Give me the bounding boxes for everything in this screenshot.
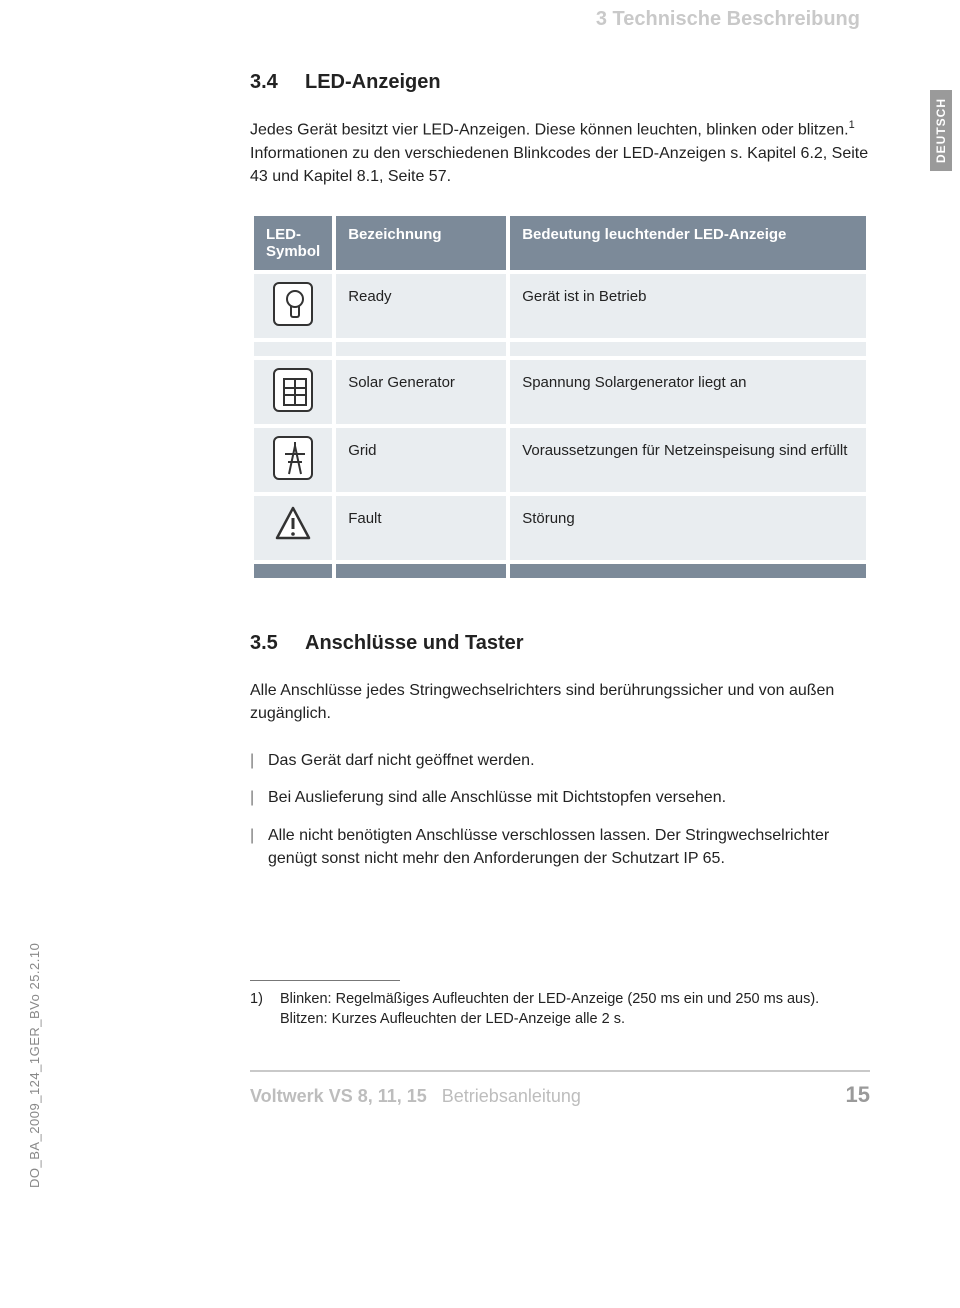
led-icon-fault [254,496,332,560]
bullet-marker: | [250,749,268,772]
led-label: Ready [336,274,506,338]
chapter-header: 3 Technische Beschreibung [100,0,870,31]
footnote-ref: 1 [849,119,855,131]
bullet-marker: | [250,786,268,809]
col-bedeutung: Bedeutung leuchtender LED-Anzeige [510,216,866,270]
bullet-item: |Bei Auslieferung sind alle Anschlüsse m… [250,786,870,809]
led-label: Solar Generator [336,360,506,424]
led-meaning: Spannung Solargenerator liegt an [510,360,866,424]
col-bezeichnung: Bezeichnung [336,216,506,270]
grid-tower-icon [273,436,313,480]
led-icon-ready [254,274,332,338]
bullet-marker: | [250,824,268,870]
footnote-rule [250,980,400,981]
intro-text-b: Informationen zu den verschiedenen Blink… [250,145,868,185]
bullet-text: Bei Auslieferung sind alle Anschlüsse mi… [268,786,726,809]
led-label: Fault [336,496,506,560]
footnote: 1) Blinken: Regelmäßiges Aufleuchten der… [250,989,870,1030]
bulb-icon [273,282,313,326]
bullet-text: Alle nicht benötigten Anschlüsse verschl… [268,824,870,870]
section-title: Anschlüsse und Taster [305,632,524,654]
col-led-symbol: LED-Symbol [254,216,332,270]
footnote-number: 1) [250,989,280,1030]
footer-doc-subtitle: Betriebsanleitung [442,1086,581,1106]
page-footer: Voltwerk VS 8, 11, 15 Betriebsanleitung … [250,1072,870,1108]
table-row: Solar Generator Spannung Solargenerator … [254,360,866,424]
led-table: LED-Symbol Bezeichnung Bedeutung leuchte… [250,212,870,582]
led-meaning: Gerät ist in Betrieb [510,274,866,338]
section-number: 3.4 [250,71,305,94]
led-icon-grid [254,428,332,492]
page-number: 15 [846,1082,870,1107]
intro-text-a: Jedes Gerät besitzt vier LED-Anzeigen. D… [250,121,849,138]
section-3-5-heading: 3.5Anschlüsse und Taster [250,632,870,655]
solar-panel-icon [273,368,313,412]
section-number: 3.5 [250,632,305,655]
led-icon-solar [254,360,332,424]
table-row: Ready Gerät ist in Betrieb [254,274,866,338]
spacer-row [254,342,866,356]
table-row: Fault Störung [254,496,866,560]
footnote-text: Blinken: Regelmäßiges Aufleuchten der LE… [280,989,870,1030]
footer-doc-title: Voltwerk VS 8, 11, 15 [250,1086,427,1106]
led-label: Grid [336,428,506,492]
section-3-5-intro: Alle Anschlüsse jedes Stringwechselricht… [250,679,870,725]
led-meaning: Störung [510,496,866,560]
table-header-row: LED-Symbol Bezeichnung Bedeutung leuchte… [254,216,866,270]
table-footer-row [254,564,866,578]
section-3-4-heading: 3.4LED-Anzeigen [250,71,870,94]
bullet-text: Das Gerät darf nicht geöffnet werden. [268,749,535,772]
language-tab: DEUTSCH [930,90,952,171]
bullet-item: |Alle nicht benötigten Anschlüsse versch… [250,824,870,870]
section-title: LED-Anzeigen [305,71,441,93]
table-row: Grid Voraussetzungen für Netzeinspeisung… [254,428,866,492]
led-meaning: Voraussetzungen für Netzeinspeisung sind… [510,428,866,492]
section-3-4-intro: Jedes Gerät besitzt vier LED-Anzeigen. D… [250,118,870,188]
bullet-list: |Das Gerät darf nicht geöffnet werden. |… [250,749,870,870]
bullet-item: |Das Gerät darf nicht geöffnet werden. [250,749,870,772]
fault-warning-icon [273,504,313,548]
document-id-vertical: DO_BA_2009_124_1GER_BVo 25.2.10 [27,943,42,1188]
